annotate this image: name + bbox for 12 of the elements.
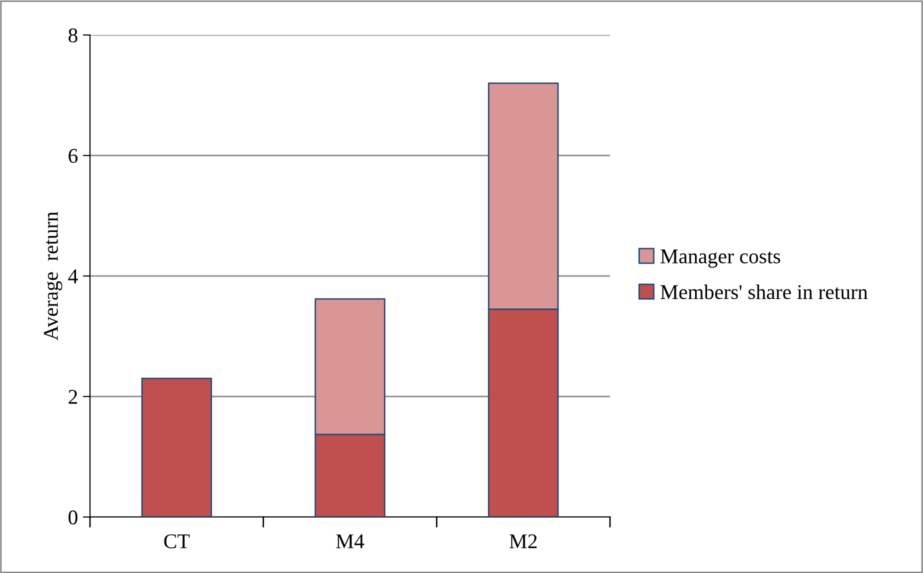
x-tick-label: CT <box>164 534 190 548</box>
legend-label: Manager costs <box>660 250 780 268</box>
y-tick-label: 6 <box>68 148 78 163</box>
x-tick-label: M2 <box>509 534 537 548</box>
y-tick-label: 0 <box>68 510 78 524</box>
y-tick-label: 8 <box>68 28 78 42</box>
x-tick-label: M4 <box>336 534 364 548</box>
bar <box>141 378 212 517</box>
y-tick-label: 2 <box>68 390 78 404</box>
legend-label: Members' share in return <box>660 284 868 300</box>
y-axis-title: Average return <box>44 212 62 340</box>
y-tick-label: 4 <box>68 270 78 284</box>
